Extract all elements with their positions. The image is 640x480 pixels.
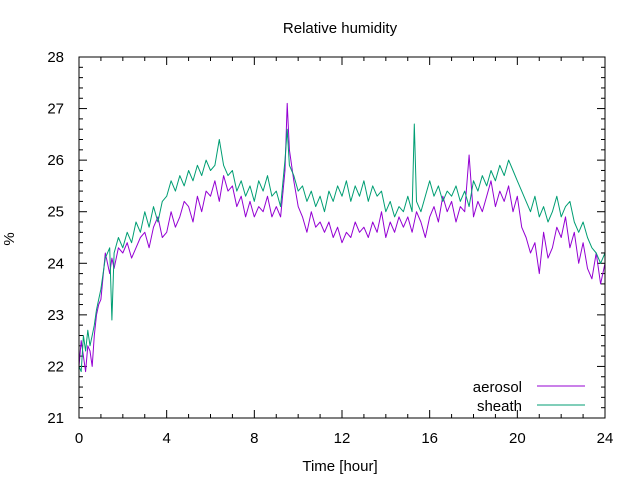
y-tick-label: 25 [47, 204, 64, 221]
x-tick-label: 16 [421, 430, 438, 447]
x-tick-label: 8 [250, 430, 258, 447]
x-tick-label: 0 [75, 430, 83, 447]
y-tick-label: 26 [47, 152, 64, 169]
x-tick-label: 12 [334, 430, 351, 447]
legend-label-aerosol: aerosol [473, 379, 522, 396]
series-layer [78, 102, 606, 373]
x-tick-labels: 0 4 8 12 16 20 24 [75, 430, 614, 447]
minor-ticks [79, 57, 605, 418]
y-tick-label: 24 [47, 255, 64, 272]
y-tick-label: 22 [47, 358, 64, 375]
y-tick-label: 21 [47, 410, 64, 427]
y-axis-label: % [1, 232, 18, 245]
x-tick-label: 4 [162, 430, 170, 447]
y-tick-labels: 21 22 23 24 25 26 27 28 [47, 49, 64, 427]
legend: aerosol sheath [473, 379, 585, 415]
y-tick-label: 23 [47, 307, 64, 324]
y-tick-label: 28 [47, 49, 64, 66]
plot-frame [78, 56, 606, 419]
series-line-sheath [78, 123, 606, 373]
x-axis-label: Time [hour] [302, 458, 377, 475]
chart-title: Relative humidity [283, 20, 398, 37]
x-tick-label: 20 [509, 430, 526, 447]
y-tick-label: 27 [47, 101, 64, 118]
series-line-aerosol [78, 102, 606, 373]
legend-label-sheath: sheath [477, 398, 522, 415]
x-tick-label: 24 [597, 430, 614, 447]
